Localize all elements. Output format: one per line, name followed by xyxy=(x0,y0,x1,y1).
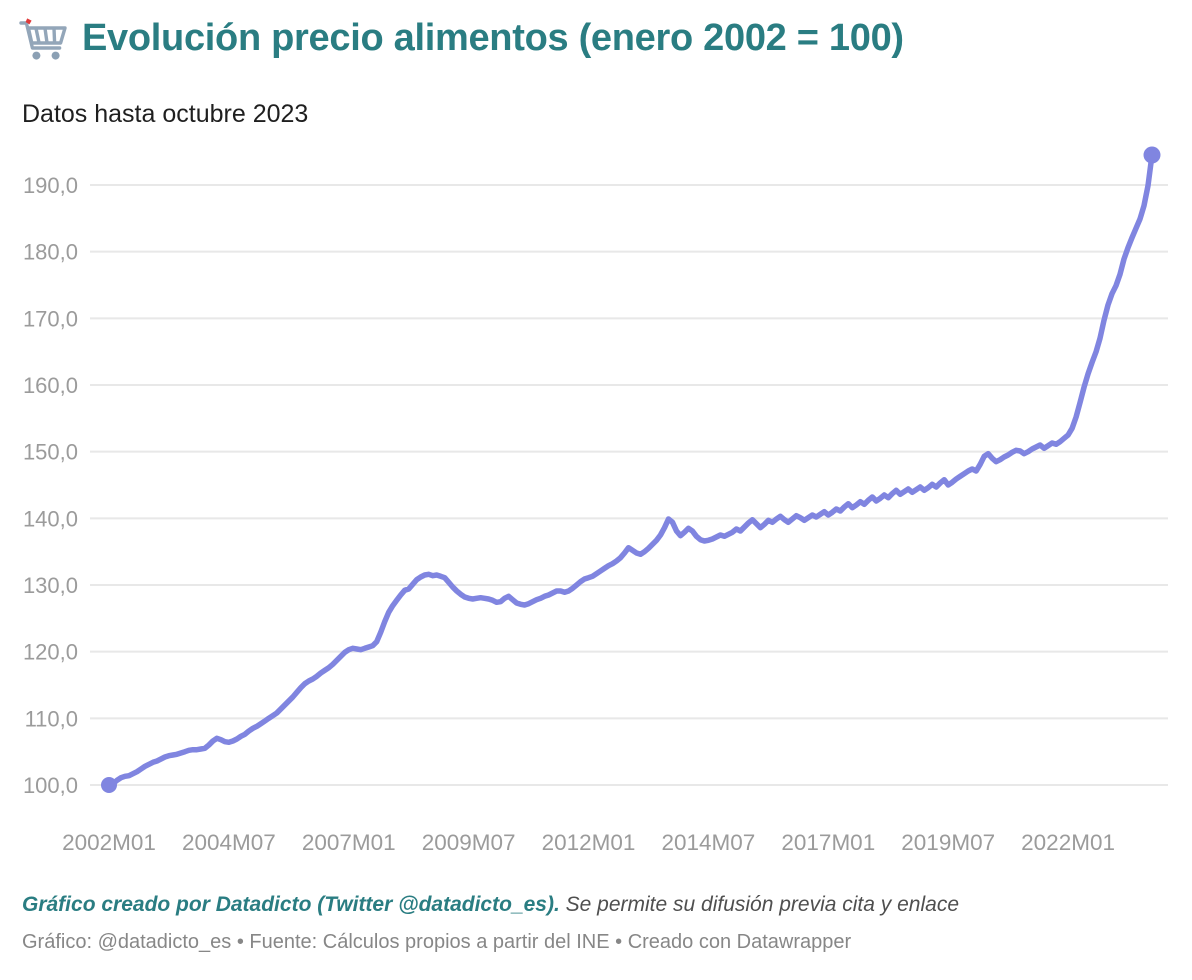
x-tick-label: 2022M01 xyxy=(1021,830,1115,855)
shopping-cart-icon xyxy=(19,18,67,60)
y-tick-label: 100,0 xyxy=(23,773,78,798)
series-line xyxy=(106,152,1155,788)
credit-line: Gráfico creado por Datadicto (Twitter @d… xyxy=(22,893,959,917)
y-axis-tick-labels: 100,0 110,0 120,0 130,0 140,0 150,0 160,0 170,0… xyxy=(23,173,78,798)
credit-author: Gráfico creado por Datadicto (Twitter @d… xyxy=(22,893,560,916)
y-tick-label: 190,0 xyxy=(23,173,78,198)
x-tick-label: 2014M07 xyxy=(662,830,756,855)
series-start-dot xyxy=(101,777,117,793)
credit-note: Se permite su difusión previa cita y enl… xyxy=(559,893,960,916)
x-tick-label: 2002M01 xyxy=(62,830,156,855)
x-tick-label: 2012M01 xyxy=(542,830,636,855)
y-tick-label: 110,0 xyxy=(25,706,78,731)
x-tick-label: 2019M07 xyxy=(901,830,995,855)
y-tick-label: 160,0 xyxy=(23,373,78,398)
y-tick-label: 130,0 xyxy=(23,573,78,598)
x-tick-label: 2017M01 xyxy=(781,830,875,855)
x-tick-label: 2007M01 xyxy=(302,830,396,855)
chart-header: Evolución precio alimentos (enero 2002 =… xyxy=(18,14,904,64)
x-tick-label: 2004M07 xyxy=(182,830,276,855)
page-title: Evolución precio alimentos (enero 2002 =… xyxy=(82,17,904,60)
y-tick-label: 170,0 xyxy=(23,306,78,331)
chart-subtitle: Datos hasta octubre 2023 xyxy=(22,100,309,128)
y-tick-label: 150,0 xyxy=(23,440,78,465)
x-axis-tick-labels: 2002M01 2004M07 2007M01 2009M07 2012M01 2014M… xyxy=(62,830,1115,855)
y-tick-label: 140,0 xyxy=(23,506,78,531)
y-tick-label: 120,0 xyxy=(23,640,78,665)
series-end-dot xyxy=(1143,146,1161,164)
source-line: Gráfico: @datadicto_es • Fuente: Cálculo… xyxy=(22,931,852,953)
y-tick-label: 180,0 xyxy=(23,240,78,265)
gridlines xyxy=(90,183,1168,786)
x-tick-label: 2009M07 xyxy=(422,830,516,855)
